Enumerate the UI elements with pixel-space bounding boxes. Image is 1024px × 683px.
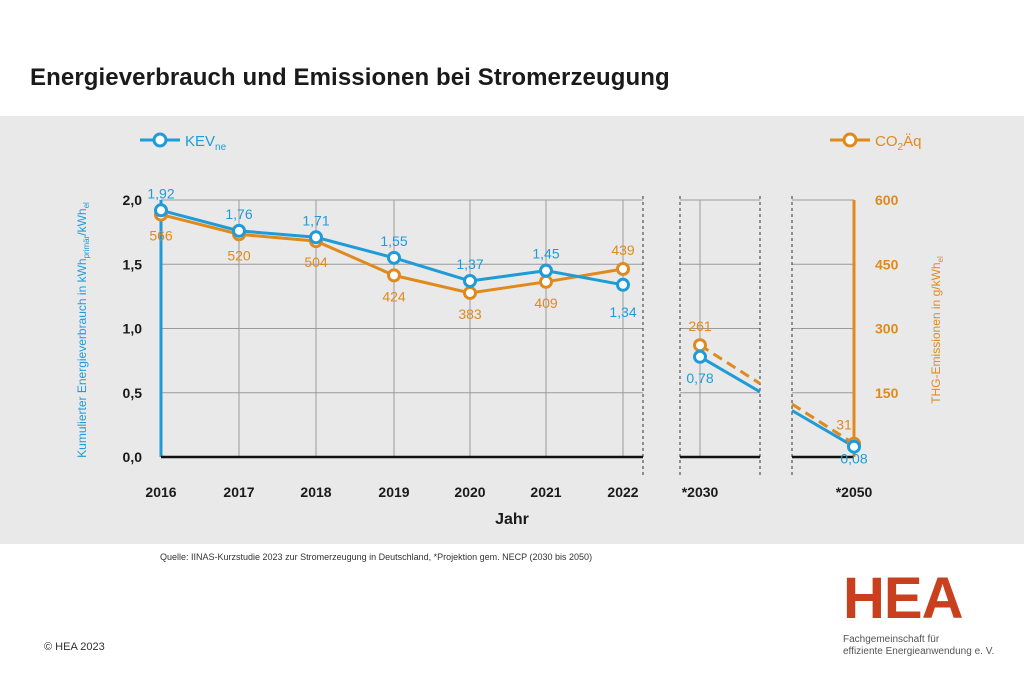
co2-data-label: 504 xyxy=(304,254,328,270)
x-tick-label: 2018 xyxy=(300,484,331,500)
co2-data-label-projection: 31 xyxy=(836,417,852,433)
kev-data-label: 1,71 xyxy=(302,212,329,228)
logo-sub-line-2: effiziente Energieanwendung e. V. xyxy=(843,646,995,657)
co2-data-label: 424 xyxy=(382,288,406,304)
y-tick-right: 150 xyxy=(875,385,899,401)
x-tick-label: 2016 xyxy=(145,484,176,500)
x-tick-label: 2021 xyxy=(530,484,561,500)
y-tick-left: 0,5 xyxy=(123,385,143,401)
kev-data-label-projection: 0,08 xyxy=(840,451,867,467)
kev-point xyxy=(616,277,630,292)
kev-point xyxy=(387,250,401,265)
y-tick-left: 1,0 xyxy=(123,321,143,337)
x-tick-label: 2020 xyxy=(454,484,485,500)
co2-data-label: 383 xyxy=(458,306,482,322)
co2-point xyxy=(387,268,401,283)
x-axis-label: Jahr xyxy=(495,511,529,528)
co2-point xyxy=(616,261,630,276)
y-tick-right: 300 xyxy=(875,321,899,337)
y-tick-left: 0,0 xyxy=(123,449,143,465)
legend-co2-marker xyxy=(842,132,858,148)
kev-point-projection xyxy=(847,439,861,454)
x-tick-label: 2019 xyxy=(378,484,409,500)
x-tick-label-projection: *2030 xyxy=(682,484,719,500)
co2-point xyxy=(463,285,477,300)
co2-data-label: 566 xyxy=(149,228,173,244)
kev-data-label: 1,76 xyxy=(225,206,252,222)
kev-data-label: 1,92 xyxy=(147,185,174,201)
co2-data-label-projection: 261 xyxy=(688,318,712,334)
legend-kev-marker xyxy=(152,132,168,148)
y-tick-right: 600 xyxy=(875,192,899,208)
kev-data-label: 1,34 xyxy=(609,304,636,320)
hea-logo: HEA xyxy=(843,566,963,631)
hea-logo-subtitle: Fachgemeinschaft für effiziente Energiea… xyxy=(843,634,994,658)
logo-sub-line-1: Fachgemeinschaft für xyxy=(843,634,940,645)
y-tick-left: 2,0 xyxy=(123,192,143,208)
kev-data-label: 1,55 xyxy=(380,233,407,249)
co2-point xyxy=(539,274,553,289)
co2-data-label: 409 xyxy=(534,295,558,311)
copyright: © HEA 2023 xyxy=(44,641,105,653)
kev-point xyxy=(463,273,477,288)
y-tick-left: 1,5 xyxy=(123,256,143,272)
co2-projection-line xyxy=(699,343,761,385)
kev-point xyxy=(539,263,553,278)
kev-point xyxy=(309,230,323,245)
y-axis-right-label: THG-Emissionen in g/kWhel xyxy=(929,256,945,404)
legend-co2-label: CO2Äq xyxy=(875,133,921,153)
kev-projection-line xyxy=(699,355,761,394)
source-note: Quelle: IINAS-Kurzstudie 2023 zur Strome… xyxy=(160,552,593,562)
co2-data-label: 439 xyxy=(611,242,635,258)
kev-point xyxy=(232,223,246,238)
y-tick-right: 450 xyxy=(875,256,899,272)
kev-data-label-projection: 0,78 xyxy=(686,370,713,386)
chart-title: Energieverbrauch und Emissionen bei Stro… xyxy=(30,64,670,91)
x-tick-label: 2022 xyxy=(607,484,638,500)
kev-data-label: 1,45 xyxy=(532,246,559,262)
x-tick-label-projection: *2050 xyxy=(836,484,873,500)
kev-data-label: 1,37 xyxy=(456,256,483,272)
y-axis-left-label: Kumulierter Energieverbrauch in kWhprimä… xyxy=(75,202,91,458)
legend-kev-label: KEVne xyxy=(185,133,227,153)
co2-point-projection xyxy=(693,338,707,353)
co2-data-label: 520 xyxy=(227,247,251,263)
kev-projection-line xyxy=(791,409,855,449)
x-tick-label: 2017 xyxy=(223,484,254,500)
kev-point-projection xyxy=(693,349,707,364)
kev-point xyxy=(154,203,168,218)
co2-projection-line xyxy=(791,402,855,445)
